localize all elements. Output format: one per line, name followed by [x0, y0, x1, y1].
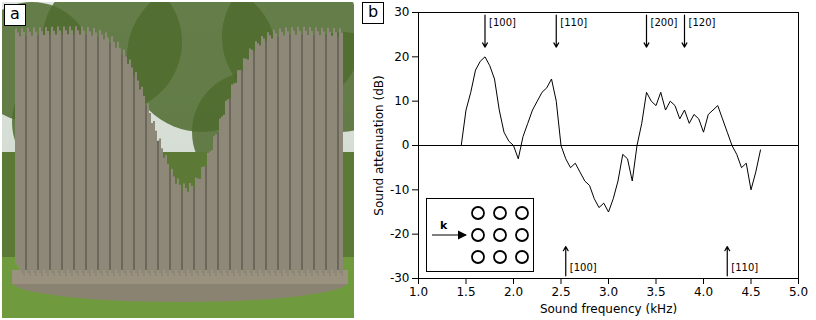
svg-text:[100]: [100]	[570, 262, 597, 273]
svg-text:20: 20	[394, 50, 409, 64]
svg-text:-10: -10	[390, 183, 410, 197]
svg-text:[120]: [120]	[689, 17, 716, 28]
svg-text:Sound attenuation (dB): Sound attenuation (dB)	[372, 75, 386, 215]
svg-text:0: 0	[402, 138, 410, 152]
svg-text:5.0: 5.0	[789, 285, 808, 299]
svg-text:3.5: 3.5	[646, 285, 665, 299]
svg-text:[200]: [200]	[651, 17, 678, 28]
svg-text:2.5: 2.5	[551, 285, 570, 299]
svg-text:[110]: [110]	[731, 262, 758, 273]
svg-text:10: 10	[394, 94, 409, 108]
html-text:a: a	[10, 4, 20, 23]
svg-text:-20: -20	[390, 227, 410, 241]
svg-text:-30: -30	[390, 271, 410, 285]
svg-text:k: k	[440, 219, 448, 232]
svg-text:4.0: 4.0	[694, 285, 713, 299]
svg-text:Sound frequency (kHz): Sound frequency (kHz)	[540, 302, 677, 316]
svg-text:3.0: 3.0	[599, 285, 618, 299]
svg-text:4.5: 4.5	[741, 285, 760, 299]
html-text:b: b	[368, 2, 379, 21]
svg-text:1.0: 1.0	[409, 285, 428, 299]
svg-text:1.5: 1.5	[456, 285, 475, 299]
svg-text:[110]: [110]	[560, 17, 587, 28]
svg-text:30: 30	[394, 5, 409, 19]
svg-text:[100]: [100]	[489, 17, 516, 28]
svg-text:2.0: 2.0	[504, 285, 523, 299]
